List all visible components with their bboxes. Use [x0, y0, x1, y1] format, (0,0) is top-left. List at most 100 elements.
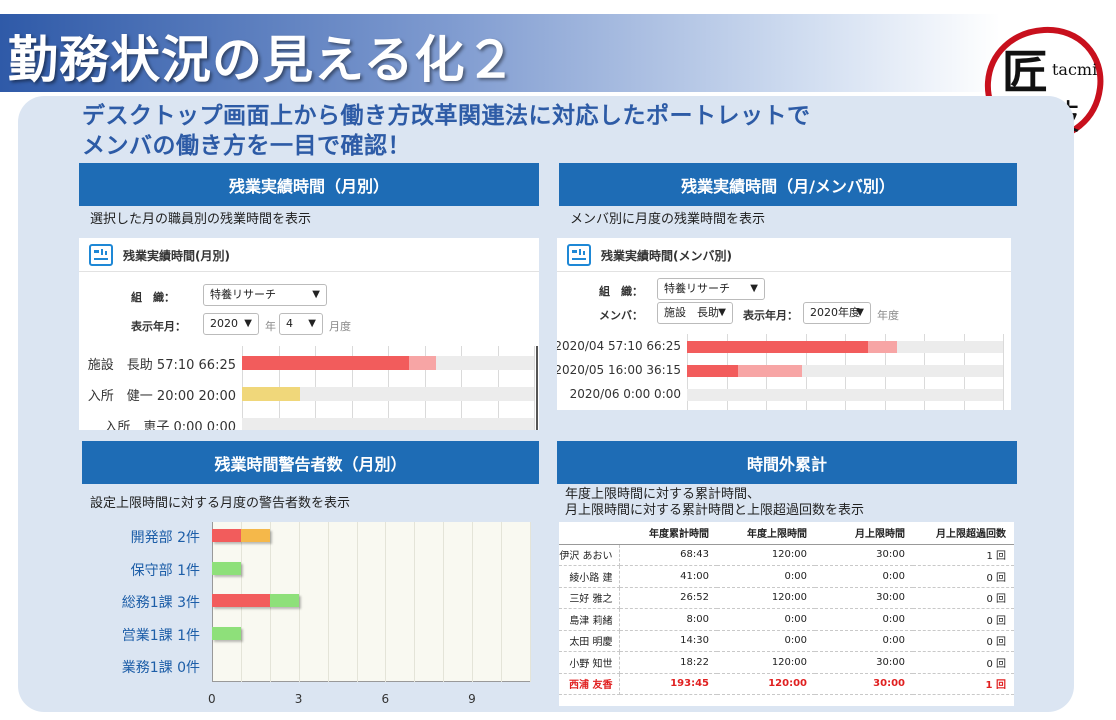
monthly-limit-cell: 30:00 — [815, 544, 913, 566]
bar-track — [242, 418, 534, 430]
fiscal-year-unit: 年度 — [877, 309, 899, 322]
column-header: 月上限時間 — [815, 522, 913, 545]
warning-bar-segment — [269, 594, 299, 607]
employee-name-cell: 綾小路 建 — [559, 565, 620, 588]
over-count-cell: 0 回 — [913, 565, 1014, 588]
actual-bar — [687, 341, 868, 353]
overtime-portlet: 年度累計時間 年度上限時間 月上限時間 月上限超過回数 伊沢 あおい 68:43 1… — [559, 522, 1014, 706]
department-label: 開発部 2件 — [130, 530, 200, 546]
subtitle-line-2: メンバの働き方を一目で確認！ — [82, 133, 411, 159]
org-select[interactable]: 特養リサーチ ▼ — [203, 284, 327, 306]
table-row: 伊沢 あおい 68:43 120:00 30:00 1 回 — [559, 544, 1014, 566]
table-row: 三好 雅之 26:52 120:00 30:00 0 回 — [559, 587, 1014, 609]
row-label: 2020/05 16:00 36:15 — [557, 363, 681, 377]
table-row: 小野 知世 18:22 120:00 30:00 0 回 — [559, 651, 1014, 674]
overtime-description-1: 年度上限時間に対する累計時間、 — [565, 487, 761, 502]
x-tick-label: 0 — [208, 692, 216, 706]
chart-icon — [567, 244, 591, 266]
annual-limit-cell: 0:00 — [717, 630, 815, 652]
annual-total-cell: 68:43 — [619, 544, 717, 566]
warning-bar-segment — [212, 626, 241, 640]
member-portlet-header: 残業実績時間(メンバ別) — [557, 238, 1011, 272]
member-select-value: 施設 長助 — [664, 306, 719, 319]
annual-total-cell: 14:30 — [619, 630, 717, 652]
fiscal-year-select[interactable]: 2020年度 ▼ — [803, 302, 871, 324]
overtime-table: 年度累計時間 年度上限時間 月上限時間 月上限超過回数 伊沢 あおい 68:43 1… — [559, 522, 1014, 695]
annual-total-cell: 18:22 — [619, 651, 717, 674]
year-select[interactable]: 2020 ▼ — [203, 313, 259, 335]
annual-total-cell: 193:45 — [619, 673, 717, 695]
annual-limit-cell: 0:00 — [717, 565, 815, 588]
member-org-select[interactable]: 特養リサーチ ▼ — [657, 278, 765, 300]
fiscal-year-value: 2020年度 — [810, 306, 860, 319]
org-select-value: 特養リサーチ — [210, 288, 276, 301]
column-header: 月上限超過回数 — [913, 522, 1014, 545]
year-select-value: 2020 — [210, 317, 238, 330]
employee-name-cell: 島津 莉緒 — [559, 608, 620, 631]
annual-limit-cell: 120:00 — [717, 587, 815, 609]
member-description: メンバ別に月度の残業時間を表示 — [570, 212, 766, 227]
grid-line — [501, 522, 503, 682]
warning-bar-segment — [212, 561, 241, 575]
monthly-limit-cell: 30:00 — [815, 673, 913, 695]
logo-latin: tacmi — [1052, 60, 1098, 79]
over-count-cell: 0 回 — [913, 630, 1014, 652]
page-subtitle: デスクトップ画面上から働き方改革関連法に対応したポートレットで メンバの働き方を… — [82, 101, 811, 161]
axis-line — [536, 346, 538, 430]
department-label: 営業1課 1件 — [121, 627, 200, 644]
chevron-down-icon: ▼ — [244, 318, 252, 329]
table-row: 島津 莉緒 8:00 0:00 0:00 0 回 — [559, 608, 1014, 631]
member-org-value: 特養リサーチ — [664, 282, 730, 295]
column-header: 年度累計時間 — [619, 522, 717, 545]
overtime-description-2: 月上限時間に対する累計時間と上限超過回数を表示 — [565, 503, 865, 518]
warning-bar-segment — [240, 529, 270, 542]
member-select[interactable]: 施設 長助 ▼ — [657, 302, 733, 324]
grid-line — [472, 522, 474, 682]
table-header-row: 年度累計時間 年度上限時間 月上限時間 月上限超過回数 — [559, 522, 1014, 545]
member-org-label: 組 織： — [599, 285, 643, 298]
grid-line — [534, 346, 535, 430]
department-label: 保守部 1件 — [130, 562, 200, 579]
over-count-cell: 0 回 — [913, 651, 1014, 674]
month-select[interactable]: 4 ▼ — [279, 313, 323, 335]
row-label: 2020/04 57:10 66:25 — [557, 339, 681, 353]
grid-line — [385, 522, 387, 682]
grid-line — [414, 522, 416, 682]
department-label: 総務1課 3件 — [121, 595, 200, 611]
warnings-description: 設定上限時間に対する月度の警告者数を表示 — [90, 496, 351, 511]
bar-track — [687, 389, 1003, 401]
member-portlet-title: 残業実績時間(メンバ別) — [601, 249, 732, 263]
warnings-section-header: 残業時間警告者数（月別） — [82, 441, 539, 484]
employee-name-cell: 西浦 友香 — [559, 673, 620, 695]
over-count-cell: 1 回 — [913, 544, 1014, 566]
warning-bar-segment — [212, 529, 241, 542]
monthly-portlet-header: 残業実績時間(月別) — [79, 238, 539, 272]
employee-name-cell: 三好 雅之 — [559, 587, 620, 609]
annual-limit-cell: 0:00 — [717, 608, 815, 631]
x-tick-label: 9 — [468, 692, 476, 706]
overtime-section-header: 時間外累計 — [557, 441, 1017, 484]
grid-line — [356, 522, 358, 682]
annual-limit-cell: 120:00 — [717, 544, 815, 566]
employee-name-cell: 小野 知世 — [559, 651, 620, 674]
grid-line — [1003, 334, 1004, 410]
chevron-down-icon: ▼ — [718, 307, 726, 318]
employee-name-cell: 伊沢 あおい — [559, 544, 620, 566]
member-section-header: 残業実績時間（月/メンバ別） — [559, 163, 1017, 206]
chart-icon — [89, 244, 113, 266]
annual-total-cell: 8:00 — [619, 608, 717, 631]
actual-bar — [242, 356, 409, 370]
warnings-bar-chart: 開発部 2件 保守部 1件 総務1課 3件 営業1課 1件 業務1課 0件 0 3 6 9 — [82, 522, 532, 712]
row-label: 施設 長助 57:10 66:25 — [87, 358, 236, 373]
x-tick-label: 6 — [381, 692, 390, 706]
monthly-portlet-title: 残業実績時間(月別) — [123, 249, 230, 263]
column-header — [559, 522, 619, 545]
member-bar-chart: 2020/04 57:10 66:25 2020/05 16:00 36:15 20… — [557, 334, 1011, 410]
row-label: 入所 健一 20:00 20:00 — [87, 389, 236, 404]
subtitle-line-1: デスクトップ画面上から働き方改革関連法に対応したポートレットで — [82, 103, 811, 129]
warning-bar-segment — [212, 594, 270, 607]
warnings-portlet: 開発部 2件 保守部 1件 総務1課 3件 営業1課 1件 業務1課 0件 0 3 6 9 — [82, 522, 532, 712]
chevron-down-icon: ▼ — [856, 307, 864, 318]
over-count-cell: 0 回 — [913, 587, 1014, 609]
